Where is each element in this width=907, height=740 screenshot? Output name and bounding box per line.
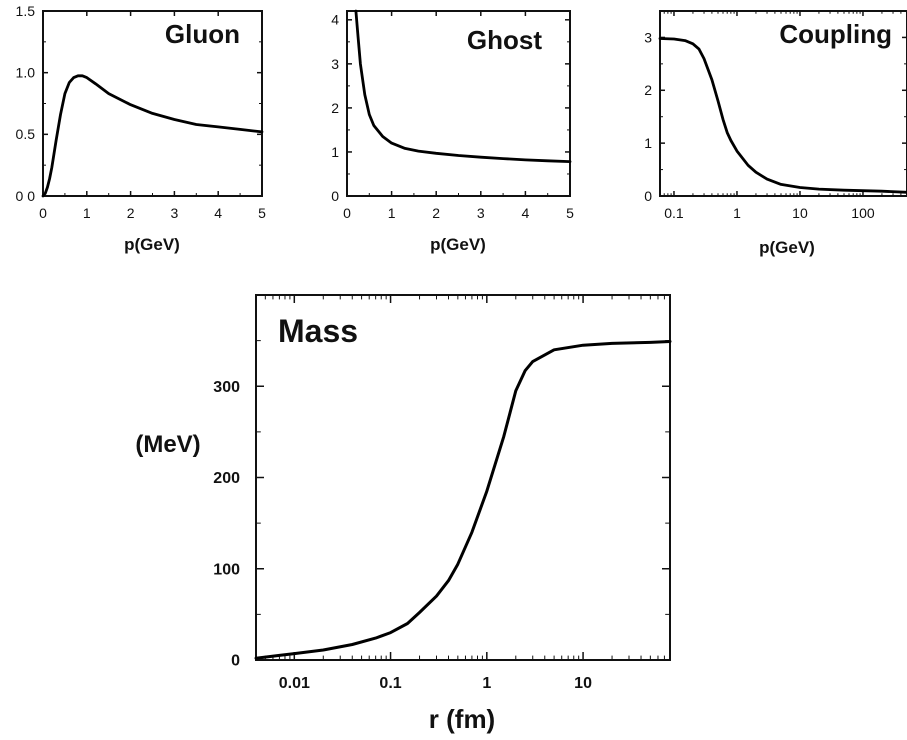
ghost-x-axis-label: p(GeV) <box>430 235 486 254</box>
ghost-panel-title: Ghost <box>467 25 542 55</box>
coupling-x-tick-label: 100 <box>851 205 875 221</box>
coupling-y-tick-label: 1 <box>644 135 652 151</box>
gluon-x-tick-label: 0 <box>39 205 47 221</box>
mass-y-tick-label: 0 <box>231 653 240 670</box>
coupling-y-tick-label: 0 <box>644 188 652 204</box>
mass-y-axis-label: (MeV) <box>135 431 200 458</box>
gluon-x-axis-label: p(GeV) <box>124 235 180 254</box>
gluon-x-tick-label: 5 <box>258 205 266 221</box>
coupling-plot-frame <box>659 10 907 197</box>
ghost-x-tick-label: 3 <box>477 205 485 221</box>
coupling-x-axis-label: p(GeV) <box>759 238 815 257</box>
mass-y-tick-label: 300 <box>213 379 240 396</box>
ghost-y-tick-label: 4 <box>331 12 339 28</box>
mass-x-tick-label: 0.01 <box>279 675 310 692</box>
gluon-y-tick-label: 0.5 <box>16 126 36 142</box>
gluon-panel-title: Gluon <box>165 19 240 49</box>
gluon-y-tick-label: 1.0 <box>16 65 36 81</box>
gluon-y-tick-label: 1.5 <box>16 3 36 19</box>
gluon-series-line <box>41 74 264 198</box>
gluon-y-tick-label: 0 0 <box>16 188 36 204</box>
ghost-x-tick-label: 0 <box>343 205 351 221</box>
mass-series-line <box>254 340 672 660</box>
mass-panel-title: Mass <box>278 313 358 349</box>
mass-x-tick-label: 0.1 <box>379 675 401 692</box>
coupling-x-tick-label: 0.1 <box>664 205 684 221</box>
ghost-y-tick-label: 0 <box>331 188 339 204</box>
mass-plot-frame <box>255 294 671 661</box>
ghost-x-tick-label: 4 <box>522 205 530 221</box>
ghost-series-line <box>354 9 572 164</box>
mass-x-tick-label: 1 <box>482 675 491 692</box>
coupling-x-tick-label: 10 <box>792 205 808 221</box>
coupling-x-tick-label: 1 <box>733 205 741 221</box>
mass-y-tick-label: 200 <box>213 470 240 487</box>
gluon-x-tick-label: 1 <box>83 205 91 221</box>
ghost-y-tick-label: 2 <box>331 100 339 116</box>
ghost-y-tick-label: 1 <box>331 144 339 160</box>
coupling-y-tick-label: 2 <box>644 82 652 98</box>
gluon-x-tick-label: 3 <box>171 205 179 221</box>
gluon-x-tick-label: 4 <box>214 205 222 221</box>
mass-x-axis-label: r (fm) <box>429 704 495 734</box>
mass-x-tick-label: 10 <box>574 675 592 692</box>
coupling-series-line <box>658 37 907 194</box>
coupling-panel-title: Coupling <box>779 19 892 49</box>
ghost-x-tick-label: 5 <box>566 205 574 221</box>
gluon-x-tick-label: 2 <box>127 205 135 221</box>
coupling-y-tick-label: 3 <box>644 29 652 45</box>
ghost-x-tick-label: 2 <box>432 205 440 221</box>
mass-y-tick-label: 100 <box>213 561 240 578</box>
ghost-x-tick-label: 1 <box>388 205 396 221</box>
ghost-y-tick-label: 3 <box>331 56 339 72</box>
